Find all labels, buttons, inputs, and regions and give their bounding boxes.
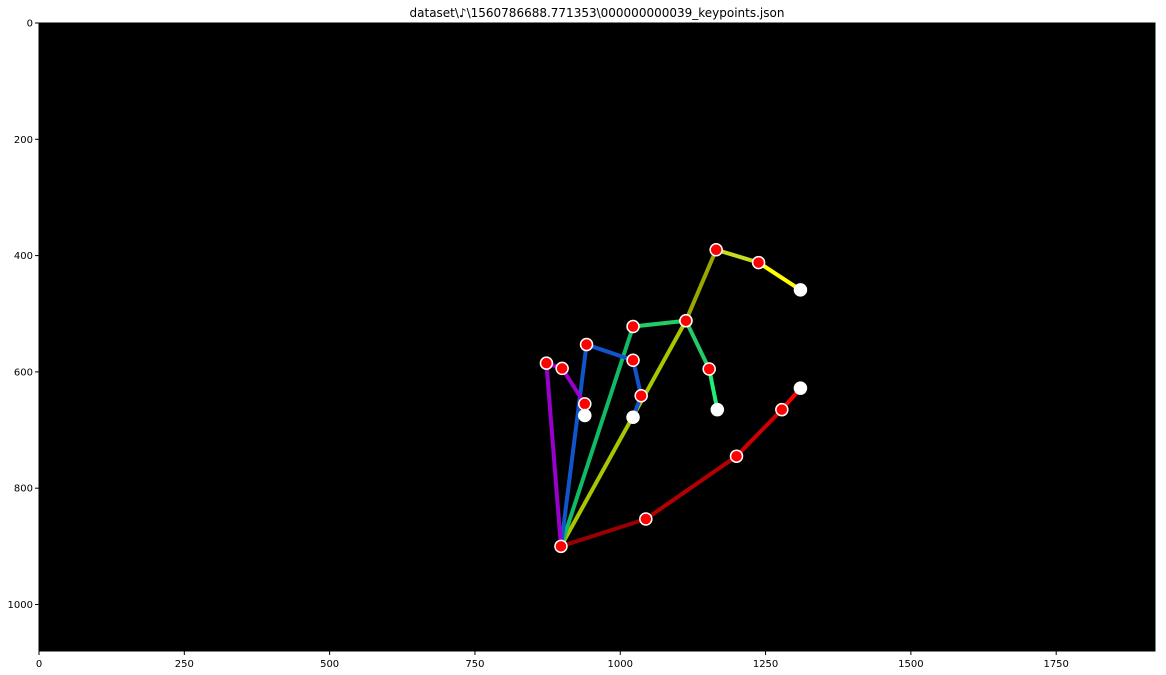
x-tick-label-1750: 1750 [1043, 659, 1068, 670]
bone-7-8 [756, 260, 803, 292]
x-tick-label-0: 0 [36, 659, 42, 670]
keypoint-0 [554, 539, 568, 554]
bone-0-5 [558, 318, 688, 549]
keypoint-7 [751, 255, 766, 270]
bone-1-2 [643, 454, 739, 522]
y-tick-label-200: 200 [14, 135, 33, 146]
keypoint-markers [539, 243, 808, 554]
y-tick-label-400: 400 [14, 251, 33, 262]
keypoint-13 [579, 337, 594, 352]
keypoint-4 [793, 381, 808, 395]
bone-5-6 [683, 247, 719, 323]
x-tick-label-250: 250 [175, 659, 194, 670]
keypoint-15 [634, 388, 648, 403]
bone-0-9 [558, 324, 636, 549]
keypoint-18 [555, 361, 569, 376]
y-tick-label-600: 600 [14, 367, 33, 378]
x-tick-label-1000: 1000 [608, 659, 633, 670]
keypoint-10 [679, 313, 693, 328]
keypoint-12 [710, 402, 725, 417]
x-tick-label-500: 500 [320, 659, 339, 670]
keypoint-1 [639, 512, 653, 526]
x-tick-label-1500: 1500 [898, 659, 923, 670]
plot-area [39, 23, 1155, 651]
keypoint-6 [709, 243, 723, 257]
keypoint-3 [775, 402, 789, 417]
y-tick-label-800: 800 [14, 484, 33, 495]
x-tick-label-750: 750 [465, 659, 484, 670]
plot-frame [38, 22, 1156, 652]
y-axis: 0 200 400 600 800 1000 [8, 19, 39, 611]
bone-6-7 [714, 247, 761, 265]
bone-0-13 [558, 342, 589, 549]
x-axis: 0 250 500 750 1000 1250 1500 1750 [36, 651, 1069, 670]
keypoint-8 [793, 283, 808, 297]
keypoint-11 [702, 362, 716, 376]
bone-9-10 [631, 318, 688, 329]
bone-0-17 [544, 361, 563, 549]
bone-11-12 [707, 366, 720, 412]
keypoint-19 [578, 397, 592, 411]
bone-0-1 [558, 517, 648, 549]
keypoint-16 [626, 410, 640, 424]
y-tick-label-1000: 1000 [8, 600, 33, 611]
x-tick-label-1250: 1250 [753, 659, 778, 670]
bone-13-14 [584, 342, 636, 363]
keypoint-17 [539, 356, 554, 370]
keypoint-9 [626, 319, 640, 334]
bone-10-11 [683, 318, 712, 371]
bone-18-19 [560, 366, 587, 406]
keypoint-2 [729, 449, 744, 463]
keypoint-14 [626, 353, 640, 368]
y-tick-label-0: 0 [27, 19, 33, 30]
bone-2-3 [734, 407, 784, 459]
chart-title: dataset\♪\1560786688.771353\000000000039… [410, 6, 785, 20]
keypoint-20 [578, 408, 592, 423]
